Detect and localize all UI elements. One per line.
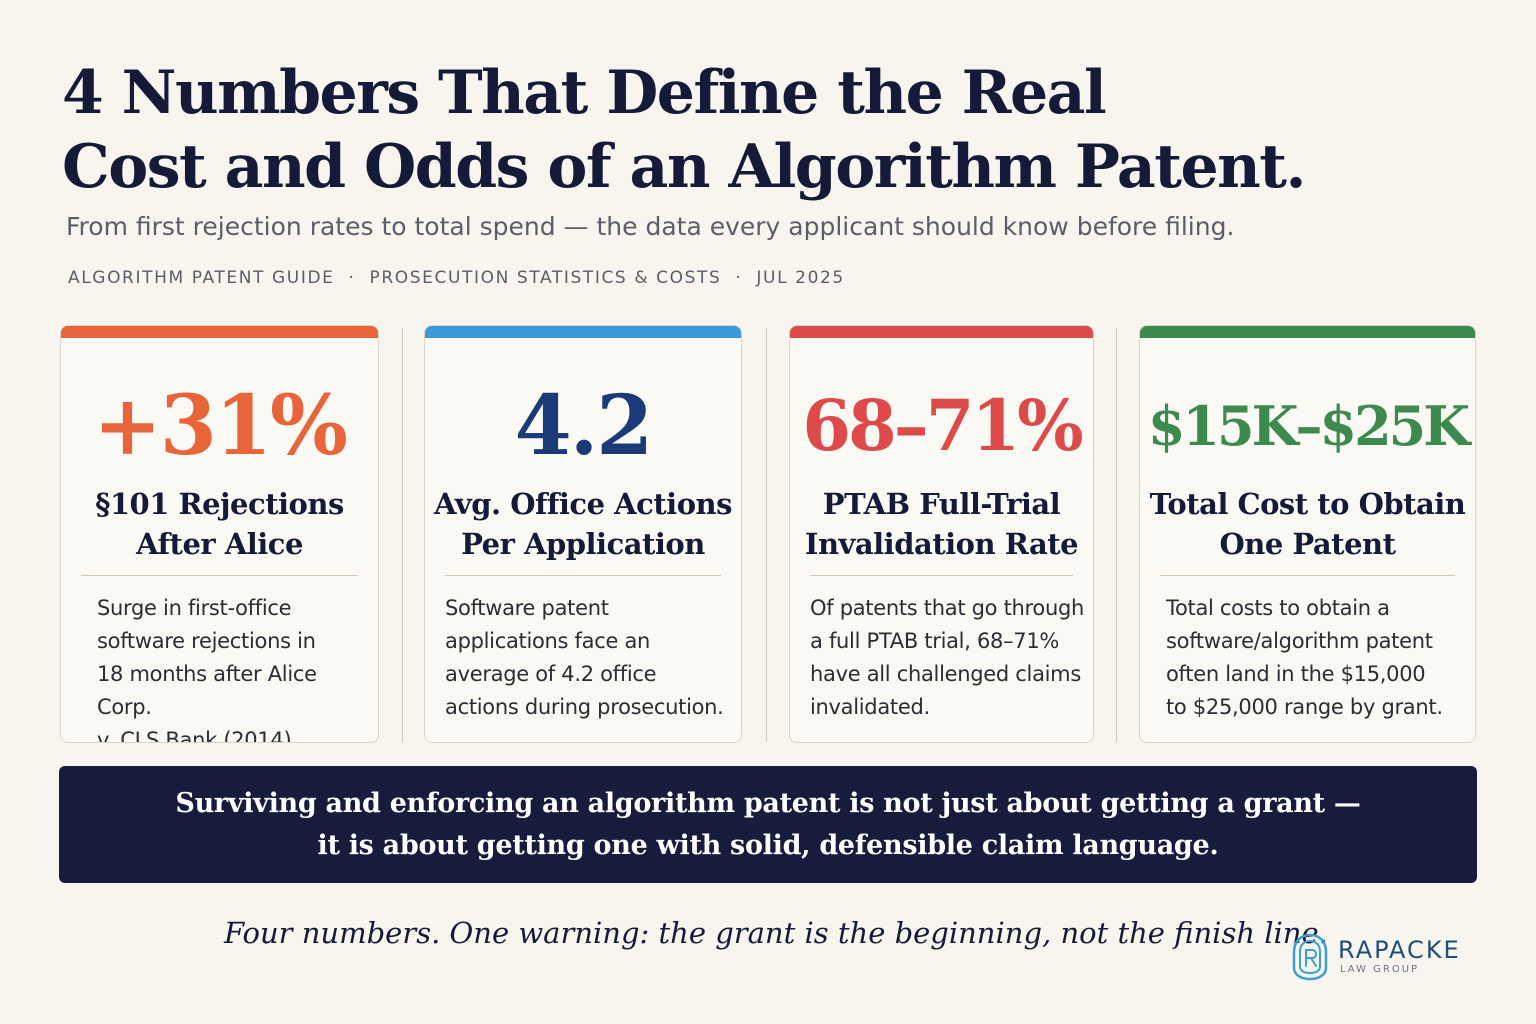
desc-line: software/algorithm patent	[1166, 629, 1433, 653]
stat-description: Software patent applications face an ave…	[445, 592, 729, 724]
desc-line: Total costs to obtain a	[1166, 596, 1390, 620]
desc-line: Of patents that go through	[810, 596, 1084, 620]
stat-description: Of patents that go through a full PTAB t…	[810, 592, 1089, 724]
stat-label: Total Cost to Obtain One Patent	[1148, 484, 1467, 564]
stat-label-line-2: Per Application	[461, 527, 705, 561]
page-subtitle: From first rejection rates to total spen…	[66, 212, 1235, 241]
title-line-2: Cost and Odds of an Algorithm Patent.	[62, 132, 1306, 202]
stat-label-line-1: Avg. Office Actions	[434, 487, 732, 521]
stat-card-rejections: +31% §101 Rejections After Alice Surge i…	[60, 325, 379, 743]
stat-label-line-2: One Patent	[1219, 527, 1396, 561]
desc-line: a full PTAB trial, 68–71%	[810, 629, 1060, 653]
stat-label-line-1: §101 Rejections	[95, 487, 344, 521]
desc-line: 18 months after Alice Corp.	[97, 662, 317, 719]
desc-line: to $25,000 range by grant.	[1166, 695, 1443, 719]
meta-guide: ALGORITHM PATENT GUIDE	[68, 268, 335, 288]
desc-line: invalidated.	[810, 695, 930, 719]
desc-line: actions during prosecution.	[445, 695, 724, 719]
stat-card-total-cost: $15K–$25K Total Cost to Obtain One Paten…	[1139, 325, 1476, 743]
title-line-1: 4 Numbers That Define the Real	[62, 58, 1107, 128]
stat-label-line-2: Invalidation Rate	[804, 527, 1079, 561]
desc-line: applications face an	[445, 629, 651, 653]
meta-line: ALGORITHM PATENT GUIDE · PROSECUTION STATI…	[68, 268, 845, 288]
footer-tagline: Four numbers. One warning: the grant is …	[224, 916, 1328, 950]
column-separator	[766, 328, 767, 742]
column-separator	[1116, 328, 1117, 742]
stat-value: 68–71%	[802, 384, 1083, 467]
meta-separator: ·	[348, 268, 356, 288]
logo-subtitle: LAW GROUP	[1340, 964, 1420, 975]
rapacke-logo: RAPACKE LAW GROUP	[1290, 932, 1490, 988]
meta-topic: PROSECUTION STATISTICS & COSTS	[369, 268, 722, 288]
card-accent-bar	[790, 326, 1093, 338]
column-separator	[402, 328, 403, 742]
rapacke-logo-icon	[1292, 933, 1328, 981]
meta-separator: ·	[735, 268, 743, 288]
desc-line: average of 4.2 office	[445, 662, 657, 686]
banner-text: Surviving and enforcing an algorithm pat…	[175, 783, 1361, 867]
card-accent-bar	[425, 326, 741, 338]
card-accent-bar	[61, 326, 378, 338]
stat-label: PTAB Full-Trial Invalidation Rate	[798, 484, 1085, 564]
card-accent-bar	[1140, 326, 1475, 338]
card-divider	[445, 575, 721, 576]
desc-line: v. CLS Bank (2014).	[97, 728, 298, 743]
stat-description: Surge in first-office software rejection…	[97, 592, 366, 743]
meta-date: JUL 2025	[756, 268, 845, 288]
desc-line: have all challenged claims	[810, 662, 1081, 686]
stat-value: 4.2	[514, 378, 654, 474]
card-divider	[810, 575, 1073, 576]
page-title: 4 Numbers That Define the Real Cost and …	[62, 56, 1362, 204]
stat-label-line-2: After Alice	[136, 527, 303, 561]
banner-line-1: Surviving and enforcing an algorithm pat…	[175, 787, 1361, 819]
logo-name: RAPACKE	[1338, 936, 1461, 964]
banner-line-2: it is about getting one with solid, defe…	[317, 829, 1219, 861]
stat-card-office-actions: 4.2 Avg. Office Actions Per Application …	[424, 325, 742, 743]
key-message-banner: Surviving and enforcing an algorithm pat…	[59, 766, 1477, 883]
stat-label: Avg. Office Actions Per Application	[433, 484, 733, 564]
stat-value: $15K–$25K	[1147, 394, 1470, 458]
desc-line: software rejections in	[97, 629, 316, 653]
stat-card-ptab: 68–71% PTAB Full-Trial Invalidation Rate…	[789, 325, 1094, 743]
desc-line: Surge in first-office	[97, 596, 292, 620]
stat-description: Total costs to obtain a software/algorit…	[1166, 592, 1463, 724]
card-divider	[1160, 575, 1455, 576]
desc-line: often land in the $15,000	[1166, 662, 1426, 686]
stat-label-line-1: Total Cost to Obtain	[1149, 487, 1466, 521]
stat-value: +31%	[93, 378, 348, 474]
stat-label: §101 Rejections After Alice	[69, 484, 370, 564]
card-divider	[81, 575, 358, 576]
stat-label-line-1: PTAB Full-Trial	[822, 487, 1061, 521]
desc-line: Software patent	[445, 596, 609, 620]
